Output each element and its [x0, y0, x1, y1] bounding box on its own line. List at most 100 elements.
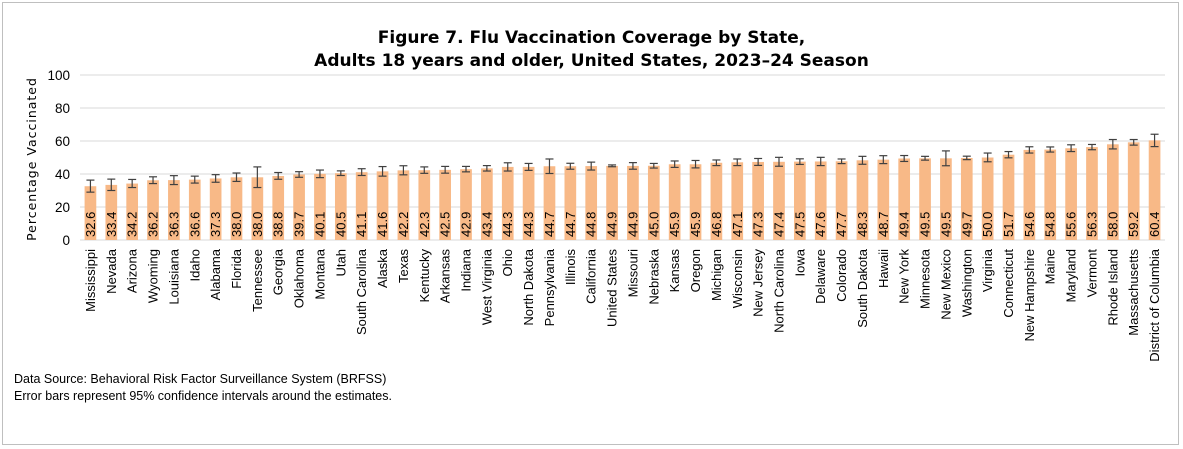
bar-value-label: 42.9 — [459, 212, 474, 237]
x-category-label: Kentucky — [417, 249, 432, 303]
bar — [418, 170, 431, 240]
y-tick-label: 0 — [62, 233, 70, 248]
bar-value-label: 42.2 — [396, 212, 411, 237]
bar — [647, 165, 660, 240]
bar-value-label: 59.2 — [1126, 212, 1141, 237]
error-bar — [670, 160, 679, 168]
bar — [105, 184, 118, 240]
bar — [940, 158, 952, 240]
error-bar — [566, 162, 575, 170]
x-category-label: Missouri — [625, 249, 640, 298]
data-source-note: Data Source: Behavioral Risk Factor Surv… — [14, 372, 387, 386]
error-bar — [691, 159, 700, 169]
error-bar — [921, 155, 930, 161]
bar — [585, 166, 598, 240]
x-category-label: Alabama — [208, 248, 223, 300]
x-category-label: Idaho — [187, 249, 202, 282]
error-bar — [420, 166, 429, 174]
bar-value-label: 46.8 — [709, 212, 724, 237]
bars — [84, 140, 1161, 240]
x-category-label: Texas — [396, 249, 411, 283]
error-bar — [190, 175, 199, 184]
bar-value-label: 37.3 — [208, 212, 223, 237]
bar-value-label: 39.7 — [292, 212, 307, 237]
error-bar — [169, 175, 178, 186]
bar — [230, 177, 243, 240]
error-bar — [211, 174, 220, 183]
x-category-label: Utah — [333, 249, 348, 276]
bar-value-label: 58.0 — [1105, 212, 1120, 237]
bar — [126, 183, 139, 240]
y-tick-label: 100 — [47, 68, 70, 83]
bar-value-label: 51.7 — [1001, 212, 1016, 237]
error-bar — [253, 166, 262, 189]
x-axis-categories: Mississippi Nevada Arizona Wyoming Louisiana… — [83, 248, 1162, 361]
x-category-label: Oklahoma — [292, 248, 307, 308]
x-category-label: South Carolina — [354, 248, 369, 335]
bar-value-label: 54.8 — [1043, 212, 1058, 237]
x-category-label: North Dakota — [521, 248, 536, 325]
bar-value-label: 49.7 — [959, 212, 974, 237]
bar-value-label: 49.5 — [918, 212, 933, 237]
x-category-label: New Mexico — [938, 249, 953, 320]
bar — [898, 158, 911, 240]
error-bar — [107, 178, 116, 192]
bar — [209, 178, 222, 240]
bar-value-label: 44.9 — [605, 212, 620, 237]
x-category-label: Arizona — [125, 248, 140, 293]
bar-value-label: 36.6 — [187, 212, 202, 237]
error-bar — [545, 158, 554, 175]
x-category-label: Louisiana — [166, 248, 181, 304]
x-category-label: Hawaii — [876, 249, 891, 288]
bar — [773, 161, 785, 240]
x-category-label: West Virginia — [479, 248, 494, 325]
bar — [606, 165, 618, 240]
bar-value-label: 50.0 — [980, 212, 995, 237]
bar — [272, 175, 285, 240]
error-bar — [587, 161, 596, 171]
bar — [314, 173, 326, 240]
bar-value-label: 45.9 — [667, 212, 682, 237]
bar-value-label: 45.0 — [646, 212, 661, 237]
bar-value-label: 38.0 — [250, 212, 265, 237]
bar-value-label: 44.8 — [584, 212, 599, 237]
bar — [981, 157, 994, 240]
bar-value-label: 44.9 — [625, 212, 640, 237]
error-bar — [837, 158, 846, 165]
x-category-label: Montana — [312, 248, 327, 299]
x-category-label: Michigan — [709, 249, 724, 301]
bar-value-label: 44.7 — [563, 212, 578, 237]
bar-value-label: 42.5 — [438, 212, 453, 237]
bar — [794, 161, 806, 240]
bar-value-label: 34.2 — [125, 212, 140, 237]
bar — [376, 171, 389, 240]
x-category-label: Rhode Island — [1105, 249, 1120, 326]
error-bar — [357, 168, 366, 177]
error-bar — [1108, 138, 1117, 150]
error-bar — [1087, 143, 1096, 151]
bar-value-label: 33.4 — [104, 212, 119, 237]
bar — [710, 162, 723, 240]
bar-value-label: 44.7 — [542, 212, 557, 237]
error-bar — [274, 171, 283, 180]
y-tick-label: 20 — [55, 200, 70, 215]
bar-value-label: 47.3 — [751, 212, 766, 237]
error-bar — [1046, 146, 1055, 153]
x-category-label: Georgia — [271, 248, 286, 295]
bar-value-label: 40.1 — [312, 212, 327, 237]
error-bar — [1129, 138, 1138, 146]
x-category-label: Kansas — [667, 249, 682, 293]
x-category-label: Virginia — [980, 248, 995, 292]
x-category-label: Nevada — [104, 248, 119, 294]
bar-value-label: 45.9 — [688, 212, 703, 237]
error-bar — [399, 165, 408, 176]
chart-subtitle: Adults 18 years and older, United States… — [314, 51, 869, 71]
bar — [1127, 142, 1140, 240]
bar — [188, 179, 201, 240]
x-category-label: Maine — [1043, 249, 1058, 284]
value-labels: 32.6 33.4 34.2 36.2 36.3 36.6 37.3 38.0 38.0 38.8… — [83, 212, 1162, 237]
bar-value-label: 47.4 — [771, 212, 786, 237]
error-bar — [482, 164, 491, 172]
x-category-label: Florida — [229, 248, 244, 289]
